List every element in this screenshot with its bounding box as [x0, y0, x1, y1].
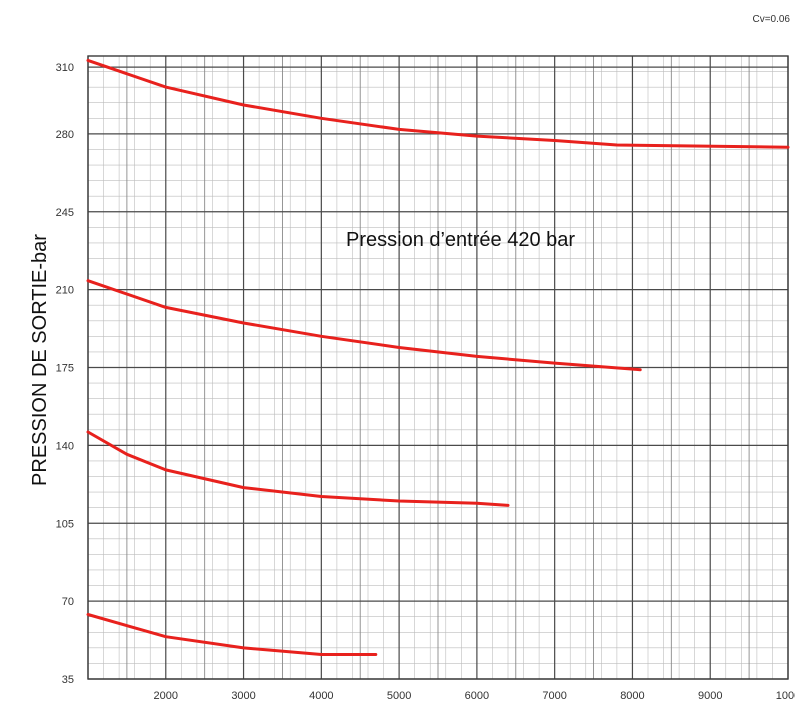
x-tick-label: 3000	[231, 690, 255, 702]
x-tick-label: 7000	[542, 690, 566, 702]
series-line-3	[86, 430, 510, 507]
cv-note: Cv=0.06	[752, 14, 790, 25]
x-tick-label: 6000	[465, 690, 489, 702]
x-tick-label: 2000	[154, 690, 178, 702]
x-tick-label: 9000	[698, 690, 722, 702]
y-tick-label: 70	[62, 596, 74, 608]
y-tick-label: 210	[56, 285, 74, 297]
tick-labels: 2000 3000 4000 5000 6000 7000 8000 9000 1000 35 70…	[56, 62, 795, 702]
inlet-pressure-annotation: Pression d’entrée 420 bar	[346, 229, 575, 251]
y-axis-label: PRESSION DE SORTIE-bar	[29, 234, 51, 486]
grid	[87, 55, 789, 680]
y-tick-label: 105	[56, 518, 74, 530]
x-tick-label: 8000	[620, 690, 644, 702]
y-tick-label: 245	[56, 207, 74, 219]
y-tick-label: 310	[56, 62, 74, 74]
x-tick-label: 1000	[776, 690, 795, 702]
series-line-2	[86, 279, 642, 372]
plot-frame	[87, 55, 789, 680]
y-tick-label: 175	[56, 363, 74, 375]
series-layer	[86, 58, 790, 656]
y-tick-label: 280	[56, 129, 74, 141]
x-tick-label: 5000	[387, 690, 411, 702]
series-line-4	[86, 613, 378, 656]
series-line-1	[86, 58, 790, 149]
y-tick-label: 140	[56, 440, 74, 452]
x-tick-label: 4000	[309, 690, 333, 702]
y-tick-label: 35	[62, 674, 74, 686]
